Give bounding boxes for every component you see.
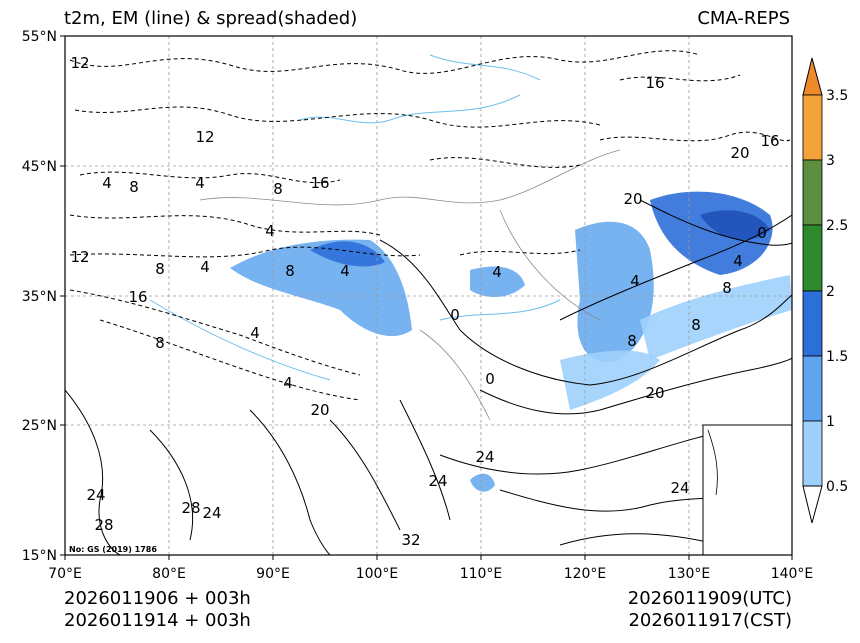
contour-label: 4 bbox=[340, 262, 350, 280]
valid-cst: 2026011917(CST) bbox=[628, 610, 792, 631]
contour-label: 8 bbox=[129, 178, 139, 196]
map-area bbox=[65, 36, 792, 555]
contour-label: 4 bbox=[283, 374, 293, 392]
contour-label: 16 bbox=[310, 174, 329, 192]
lat-label: 25°N bbox=[22, 418, 57, 434]
lon-label: 80°E bbox=[152, 566, 186, 582]
lat-label: 55°N bbox=[22, 29, 57, 45]
contour-label: 12 bbox=[70, 248, 89, 266]
contour-label: 16 bbox=[645, 74, 664, 92]
colorbar-bin bbox=[802, 159, 823, 226]
colorbar-labels: 3.5 3 2.5 2 1.5 1 0.5 bbox=[826, 88, 848, 495]
contour-label: 4 bbox=[195, 174, 205, 192]
lon-label: 70°E bbox=[48, 566, 82, 582]
contour-label: 28 bbox=[181, 499, 200, 517]
contour-label: 8 bbox=[691, 316, 701, 334]
latitude-labels: 55°N 45°N 35°N 25°N 15°N bbox=[22, 29, 57, 564]
colorbar-label: 1.5 bbox=[826, 349, 848, 365]
init-utc: 2026011906 + 003h bbox=[64, 588, 251, 609]
colorbar-max-extend bbox=[802, 57, 823, 96]
colorbar-bin bbox=[802, 355, 823, 422]
map-credit: No: GS (2019) 1786 bbox=[69, 545, 157, 554]
contour-label: 0 bbox=[757, 224, 767, 242]
init-cst: 2026011914 + 003h bbox=[64, 610, 251, 631]
contour-label: 0 bbox=[450, 306, 460, 324]
colorbar-label: 1 bbox=[826, 414, 835, 430]
axis-ticks bbox=[60, 35, 793, 560]
contour-label: 4 bbox=[492, 263, 502, 281]
contour-label: 24 bbox=[670, 479, 689, 497]
valid-time-block: 2026011909(UTC) 2026011917(CST) bbox=[628, 588, 792, 632]
contour-label: 28 bbox=[94, 516, 113, 534]
contour-label: 8 bbox=[155, 260, 165, 278]
colorbar-bin bbox=[802, 94, 823, 161]
contour-label: 4 bbox=[630, 272, 640, 290]
lon-label: 90°E bbox=[256, 566, 290, 582]
contour-labels: 12 12 4 8 4 8 16 16 20 16 8 4 4 8 4 12 1… bbox=[70, 54, 779, 549]
colorbar: 3.5 3 2.5 2 1.5 1 0.5 bbox=[802, 57, 848, 524]
contour-label: 20 bbox=[645, 384, 664, 402]
contour-label: 12 bbox=[195, 128, 214, 146]
contour-label: 12 bbox=[70, 54, 89, 72]
contour-label: 16 bbox=[128, 288, 147, 306]
contour-label: 0 bbox=[485, 370, 495, 388]
colorbar-bin bbox=[802, 420, 823, 487]
contour-label: 16 bbox=[760, 132, 779, 150]
contour-label: 8 bbox=[273, 180, 283, 198]
model-name: CMA-REPS bbox=[697, 8, 790, 29]
contour-label: 4 bbox=[250, 324, 260, 342]
spread-shading bbox=[230, 191, 792, 492]
init-time-block: 2026011906 + 003h 2026011914 + 003h bbox=[64, 588, 251, 632]
colorbar-label: 0.5 bbox=[826, 479, 848, 495]
lon-label: 140°E bbox=[771, 566, 814, 582]
longitude-labels: 70°E 80°E 90°E 100°E 110°E 120°E 130°E 1… bbox=[48, 566, 813, 582]
contour-label: 24 bbox=[86, 486, 105, 504]
colorbar-label: 3.5 bbox=[826, 88, 848, 104]
warm-contours bbox=[65, 199, 792, 555]
contour-label: 24 bbox=[475, 448, 494, 466]
colorbar-label: 3 bbox=[826, 153, 835, 169]
colorbar-min-extend bbox=[802, 485, 823, 524]
contour-label: 20 bbox=[310, 401, 329, 419]
contour-label: 4 bbox=[102, 174, 112, 192]
south-china-sea-inset bbox=[702, 424, 792, 555]
contour-label: 8 bbox=[722, 279, 732, 297]
contour-label: 32 bbox=[401, 531, 420, 549]
lon-label: 120°E bbox=[564, 566, 607, 582]
lon-label: 110°E bbox=[460, 566, 503, 582]
contour-label: 4 bbox=[200, 258, 210, 276]
inset-coastline bbox=[707, 429, 718, 496]
lat-label: 35°N bbox=[22, 289, 57, 305]
contour-label: 24 bbox=[428, 472, 447, 490]
colorbar-label: 2 bbox=[826, 284, 835, 300]
colorbar-label: 2.5 bbox=[826, 218, 848, 234]
contour-label: 4 bbox=[733, 252, 743, 270]
contour-label: 20 bbox=[730, 144, 749, 162]
contour-label: 4 bbox=[265, 222, 275, 240]
colorbar-bin bbox=[802, 290, 823, 357]
lon-label: 100°E bbox=[356, 566, 399, 582]
contour-label: 20 bbox=[623, 190, 642, 208]
contour-label: 8 bbox=[155, 334, 165, 352]
lat-label: 45°N bbox=[22, 159, 57, 175]
map-title: t2m, EM (line) & spread(shaded) bbox=[64, 8, 358, 29]
cold-contours bbox=[69, 50, 791, 401]
contour-label: 8 bbox=[627, 332, 637, 350]
contour-label: 24 bbox=[202, 504, 221, 522]
valid-utc: 2026011909(UTC) bbox=[627, 588, 792, 609]
lon-label: 130°E bbox=[668, 566, 711, 582]
colorbar-bin bbox=[802, 224, 823, 292]
contour-label: 8 bbox=[285, 262, 295, 280]
lat-label: 15°N bbox=[22, 548, 57, 564]
rivers-and-borders bbox=[149, 54, 621, 421]
